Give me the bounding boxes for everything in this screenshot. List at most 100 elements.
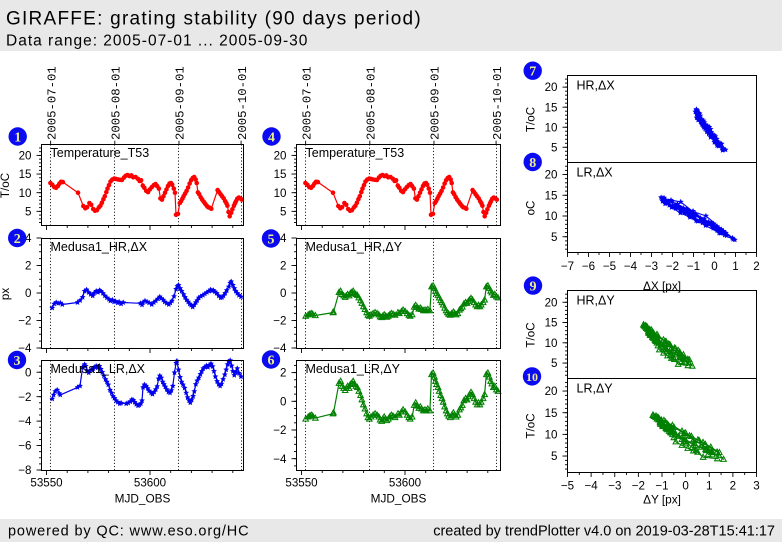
svg-text:53550: 53550 — [30, 477, 62, 490]
svg-text:ΔY [px]: ΔY [px] — [643, 493, 681, 507]
svg-text:−6: −6 — [582, 260, 595, 273]
svg-text:9: 9 — [530, 279, 537, 294]
svg-text:T/oC: T/oC — [525, 413, 538, 438]
svg-text:2005-07-01: 2005-07-01 — [300, 66, 314, 140]
svg-text:20: 20 — [274, 150, 287, 163]
svg-text:−4: −4 — [584, 480, 598, 493]
svg-text:LR,ΔY: LR,ΔY — [577, 382, 614, 396]
svg-text:10: 10 — [19, 187, 32, 200]
svg-text:2005-10-01: 2005-10-01 — [491, 66, 505, 140]
svg-text:LR,ΔX: LR,ΔX — [577, 166, 614, 180]
svg-text:Temperature_T53: Temperature_T53 — [306, 146, 405, 160]
svg-text:powered by QC: www.eso.org/HC: powered by QC: www.eso.org/HC — [8, 524, 249, 540]
svg-text:oC: oC — [525, 201, 538, 216]
svg-text:10: 10 — [545, 337, 558, 350]
svg-text:−4: −4 — [18, 415, 32, 428]
svg-text:created by trendPlotter v4.0 o: created by trendPlotter v4.0 on 2019-03-… — [433, 524, 775, 540]
svg-text:5: 5 — [268, 232, 275, 247]
svg-text:8: 8 — [529, 156, 536, 171]
svg-text:2: 2 — [25, 260, 31, 273]
svg-text:10: 10 — [526, 370, 538, 384]
svg-text:−4: −4 — [273, 342, 287, 355]
svg-text:2: 2 — [14, 232, 21, 247]
svg-text:20: 20 — [545, 385, 558, 398]
svg-text:53600: 53600 — [389, 477, 421, 490]
svg-text:0: 0 — [25, 366, 31, 379]
svg-text:2005-08-01: 2005-08-01 — [365, 66, 379, 140]
svg-text:2: 2 — [730, 480, 736, 493]
svg-text:Data range: 2005-07-01 ... 200: Data range: 2005-07-01 ... 2005-09-30 — [6, 33, 308, 50]
svg-text:Temperature_T53: Temperature_T53 — [51, 146, 150, 160]
svg-text:−5: −5 — [603, 260, 616, 273]
svg-text:px: px — [0, 288, 12, 300]
svg-text:−7: −7 — [561, 260, 574, 273]
svg-text:5: 5 — [551, 450, 557, 463]
svg-text:3: 3 — [753, 480, 759, 493]
svg-text:5: 5 — [551, 357, 557, 370]
svg-text:53600: 53600 — [134, 477, 166, 490]
svg-text:GIRAFFE: grating stability (90: GIRAFFE: grating stability (90 days peri… — [6, 9, 422, 30]
svg-text:HR,ΔY: HR,ΔY — [577, 294, 616, 308]
svg-text:10: 10 — [274, 187, 287, 200]
svg-text:7: 7 — [529, 65, 536, 80]
svg-text:−4: −4 — [624, 260, 638, 273]
svg-text:MJD_OBS: MJD_OBS — [115, 492, 171, 506]
svg-text:20: 20 — [545, 81, 558, 94]
svg-text:−4: −4 — [273, 453, 287, 466]
svg-text:4: 4 — [280, 232, 287, 245]
svg-text:0: 0 — [682, 480, 688, 493]
svg-text:0: 0 — [280, 395, 286, 408]
svg-text:20: 20 — [545, 296, 558, 309]
svg-text:T/oC: T/oC — [0, 173, 12, 198]
svg-text:−2: −2 — [273, 424, 286, 437]
svg-text:−2: −2 — [632, 480, 645, 493]
svg-text:5: 5 — [25, 205, 31, 218]
svg-text:10: 10 — [545, 429, 558, 442]
svg-text:−1: −1 — [687, 260, 700, 273]
svg-text:3: 3 — [14, 354, 21, 369]
svg-text:MJD_OBS: MJD_OBS — [371, 492, 427, 506]
svg-text:−2: −2 — [18, 391, 31, 404]
svg-text:0: 0 — [711, 260, 717, 273]
svg-text:6: 6 — [268, 353, 275, 368]
svg-text:−2: −2 — [18, 315, 31, 328]
svg-text:4: 4 — [25, 232, 32, 245]
svg-text:20: 20 — [545, 169, 558, 182]
svg-text:15: 15 — [545, 101, 558, 114]
svg-text:5: 5 — [551, 141, 557, 154]
svg-text:53550: 53550 — [285, 477, 317, 490]
svg-text:2: 2 — [280, 367, 286, 380]
svg-text:2005-07-01: 2005-07-01 — [45, 66, 59, 140]
svg-text:1: 1 — [14, 130, 21, 145]
svg-text:15: 15 — [274, 168, 287, 181]
svg-text:4: 4 — [268, 130, 275, 145]
svg-text:2: 2 — [753, 260, 759, 273]
svg-text:2005-09-01: 2005-09-01 — [174, 66, 188, 140]
svg-text:10: 10 — [545, 210, 558, 223]
svg-text:Medusa1_HR,ΔY: Medusa1_HR,ΔY — [306, 240, 403, 254]
svg-text:2005-10-01: 2005-10-01 — [236, 66, 250, 140]
svg-text:ΔX [px]: ΔX [px] — [643, 279, 681, 293]
svg-text:15: 15 — [545, 189, 558, 202]
svg-text:−8: −8 — [18, 464, 31, 477]
svg-text:−3: −3 — [645, 260, 658, 273]
svg-text:15: 15 — [19, 168, 32, 181]
svg-text:2005-09-01: 2005-09-01 — [429, 66, 443, 140]
svg-text:10: 10 — [545, 121, 558, 134]
svg-text:2: 2 — [280, 260, 286, 273]
svg-text:Medusa1_HR,ΔX: Medusa1_HR,ΔX — [51, 240, 148, 254]
svg-text:Medusa1_LR,ΔY: Medusa1_LR,ΔY — [306, 362, 401, 376]
svg-text:−2: −2 — [666, 260, 679, 273]
svg-text:Medusa1_LR,ΔX: Medusa1_LR,ΔX — [51, 362, 146, 376]
svg-text:2005-08-01: 2005-08-01 — [110, 66, 124, 140]
svg-text:−5: −5 — [561, 480, 574, 493]
svg-text:−2: −2 — [273, 315, 286, 328]
svg-text:−4: −4 — [18, 342, 32, 355]
svg-text:15: 15 — [545, 317, 558, 330]
svg-text:−6: −6 — [18, 440, 31, 453]
svg-text:1: 1 — [732, 260, 738, 273]
svg-text:20: 20 — [19, 150, 32, 163]
svg-text:T/oC: T/oC — [525, 107, 538, 132]
svg-text:T/oC: T/oC — [525, 322, 538, 347]
svg-text:5: 5 — [551, 231, 557, 244]
